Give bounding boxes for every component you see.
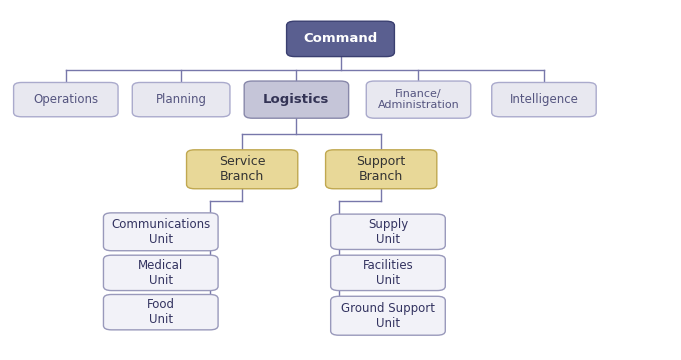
FancyBboxPatch shape — [104, 213, 218, 251]
Text: Support
Branch: Support Branch — [357, 155, 406, 183]
FancyBboxPatch shape — [331, 214, 445, 249]
Text: Medical
Unit: Medical Unit — [138, 259, 183, 287]
Text: Command: Command — [303, 32, 378, 45]
Text: Food
Unit: Food Unit — [147, 298, 175, 326]
FancyBboxPatch shape — [287, 21, 394, 57]
FancyBboxPatch shape — [331, 255, 445, 291]
Text: Supply
Unit: Supply Unit — [368, 218, 408, 246]
Text: Ground Support
Unit: Ground Support Unit — [341, 302, 435, 330]
Text: Planning: Planning — [156, 93, 206, 106]
Text: Communications
Unit: Communications Unit — [111, 218, 210, 246]
Text: Logistics: Logistics — [264, 93, 330, 106]
FancyBboxPatch shape — [187, 150, 298, 189]
Text: Facilities
Unit: Facilities Unit — [362, 259, 413, 287]
FancyBboxPatch shape — [492, 82, 596, 117]
FancyBboxPatch shape — [326, 150, 437, 189]
Text: Operations: Operations — [33, 93, 98, 106]
FancyBboxPatch shape — [366, 81, 471, 118]
FancyBboxPatch shape — [104, 294, 218, 330]
Text: Intelligence: Intelligence — [509, 93, 578, 106]
Text: Finance/
Administration: Finance/ Administration — [378, 89, 460, 111]
FancyBboxPatch shape — [331, 296, 445, 335]
FancyBboxPatch shape — [244, 81, 349, 118]
FancyBboxPatch shape — [14, 82, 118, 117]
Text: Service
Branch: Service Branch — [219, 155, 266, 183]
FancyBboxPatch shape — [104, 255, 218, 291]
FancyBboxPatch shape — [132, 82, 230, 117]
